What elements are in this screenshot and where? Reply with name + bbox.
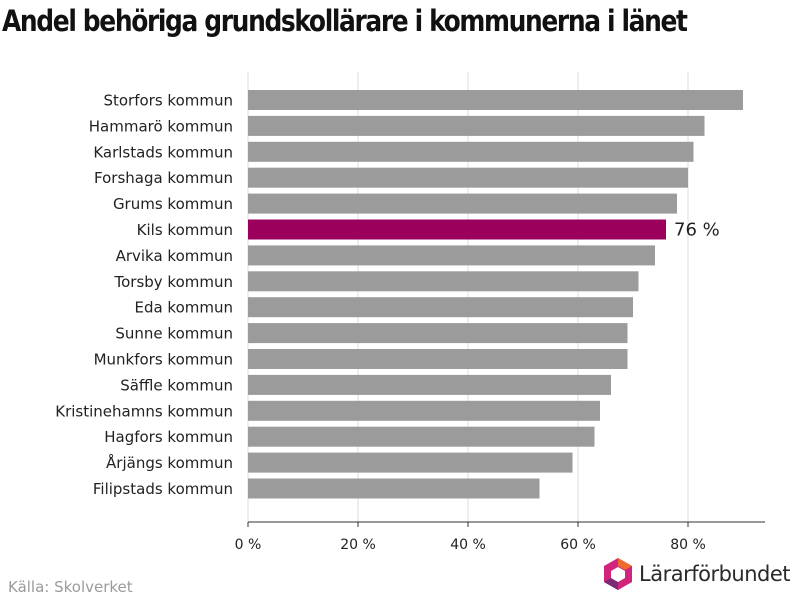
bar: [248, 219, 666, 240]
category-label: Hagfors kommun: [104, 428, 233, 446]
bar: [248, 167, 688, 188]
x-tick-label: 40 %: [450, 537, 486, 553]
x-tick-label: 60 %: [560, 537, 596, 553]
category-label: Forshaga kommun: [94, 169, 233, 187]
category-label: Arvika kommun: [116, 247, 233, 265]
bar: [248, 90, 743, 110]
bar: [248, 297, 633, 318]
category-label: Eda kommun: [134, 299, 233, 317]
bar: [248, 193, 677, 214]
x-axis-ticks: 0 % 20 % 40 % 60 % 80 %: [235, 521, 765, 553]
bar: [248, 374, 611, 395]
bars: [248, 90, 743, 499]
category-label: Kristinehamns kommun: [55, 402, 233, 420]
x-tick-label: 80 %: [670, 537, 706, 553]
source-note: Källa: Skolverket: [8, 578, 133, 596]
category-label: Säffle kommun: [120, 376, 233, 394]
bar: [248, 115, 705, 136]
bar: [248, 323, 628, 344]
hexagon-logo-icon: [604, 558, 632, 590]
category-label: Filipstads kommun: [93, 480, 233, 498]
x-tick-label: 20 %: [340, 537, 376, 553]
brand-name: Lärarförbundet: [639, 562, 791, 586]
category-label: Torsby kommun: [113, 273, 233, 291]
category-label: Årjängs kommun: [106, 453, 233, 472]
value-label: 76 %: [674, 220, 720, 241]
bar: [248, 400, 600, 421]
chart-title: Andel behöriga grundskollärare i kommune…: [2, 4, 688, 38]
category-label: Storfors kommun: [103, 92, 233, 110]
category-labels: Storfors kommun Hammarö kommun Karlstads k…: [55, 92, 233, 499]
bar: [248, 426, 595, 447]
category-label: Sunne kommun: [115, 325, 233, 343]
bar: [248, 141, 694, 162]
x-tick-label: 0 %: [235, 537, 262, 553]
bar: [248, 452, 573, 473]
category-label: Kils kommun: [137, 221, 233, 239]
brand-logo: Lärarförbundet: [601, 557, 791, 591]
category-label: Munkfors kommun: [94, 351, 233, 369]
category-label: Hammarö kommun: [89, 117, 233, 135]
category-label: Grums kommun: [113, 195, 233, 213]
bar: [248, 349, 628, 369]
bar: [248, 245, 655, 266]
category-label: Karlstads kommun: [93, 143, 233, 161]
bar: [248, 271, 639, 292]
annotations: 76 %: [674, 220, 720, 241]
bar: [248, 478, 540, 499]
